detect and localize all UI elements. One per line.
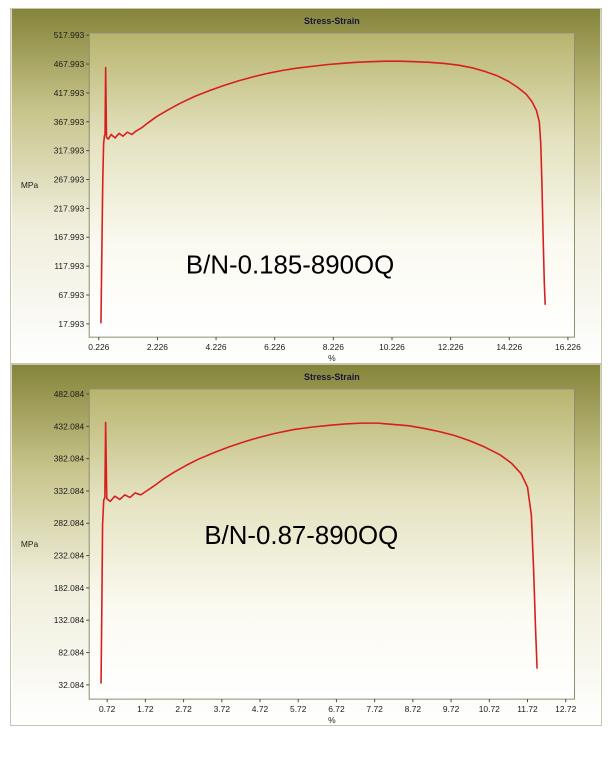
y-tick-label: 417.993	[54, 88, 85, 98]
y-tick-label: 17.993	[58, 319, 84, 329]
chart-canvas-bottom: Stress-Strain 482.084 432.084 382.084 332.08…	[11, 365, 601, 725]
x-tick-label: 12.72	[555, 704, 576, 714]
y-tick-label: 232.084	[54, 551, 85, 561]
y-tick-label: 382.084	[54, 454, 85, 464]
stress-strain-curve	[100, 60, 546, 324]
plot-area	[88, 388, 576, 700]
x-tick-label: 7.72	[366, 704, 383, 714]
y-tick-label: 367.993	[54, 117, 85, 127]
x-tick-label: 9.72	[443, 704, 460, 714]
x-tick-label: 10.72	[479, 704, 500, 714]
y-tick-label: 217.993	[54, 203, 85, 213]
x-tick-label: 2.226	[147, 342, 168, 352]
x-tick-label: 3.72	[214, 704, 231, 714]
x-tick-label: 11.72	[517, 704, 538, 714]
y-tick-label: 67.993	[58, 290, 84, 300]
x-tick-label: 4.72	[252, 704, 269, 714]
y-tick-label: 167.993	[54, 232, 85, 242]
x-tick-label: 12.226	[438, 342, 464, 352]
annotation-label: B/N-0.87-890OQ	[204, 522, 398, 550]
x-tick-label: 10.226	[379, 342, 405, 352]
chart-title: Stress-Strain	[304, 372, 360, 382]
x-tick-label: 0.226	[88, 342, 109, 352]
stress-strain-curve	[100, 421, 538, 684]
y-tick-label: 432.084	[54, 421, 85, 431]
stress-strain-chart-top: Stress-Strain 517.993 467.993 417.993 367.99…	[10, 8, 602, 364]
x-tick-label: 5.72	[290, 704, 307, 714]
y-tick-label: 332.084	[54, 486, 85, 496]
y-tick-label: 317.993	[54, 146, 85, 156]
x-tick-label: 8.226	[323, 342, 344, 352]
chart-title: Stress-Strain	[304, 16, 360, 26]
x-tick-label: 4.226	[206, 342, 227, 352]
y-tick-label: 517.993	[54, 30, 85, 40]
stress-strain-chart-bottom: Stress-Strain 482.084 432.084 382.084 332.08…	[10, 364, 602, 726]
plot-area	[88, 32, 575, 338]
x-axis-label: %	[328, 715, 336, 725]
x-tick-label: 6.72	[328, 704, 345, 714]
y-tick-label: 32.084	[58, 680, 84, 690]
x-axis-label: %	[328, 353, 336, 363]
x-tick-label: 8.72	[405, 704, 422, 714]
chart-canvas-top: Stress-Strain 517.993 467.993 417.993 367.99…	[11, 9, 601, 363]
y-tick-label: 482.084	[54, 389, 85, 399]
annotation-label: B/N-0.185-890OQ	[186, 252, 394, 280]
y-tick-label: 267.993	[54, 175, 85, 185]
y-tick-label: 82.084	[58, 648, 84, 658]
x-tick-label: 1.72	[137, 704, 154, 714]
x-tick-label: 6.226	[264, 342, 285, 352]
y-tick-label: 282.084	[54, 518, 85, 528]
y-axis-label: MPa	[21, 180, 39, 190]
y-tick-label: 132.084	[54, 615, 85, 625]
y-tick-label: 467.993	[54, 59, 85, 69]
x-tick-label: 2.72	[175, 704, 192, 714]
x-tick-label: 14.226	[496, 342, 522, 352]
x-tick-label: 16.226	[555, 342, 581, 352]
y-tick-label: 182.084	[54, 583, 85, 593]
y-axis-label: MPa	[21, 539, 39, 549]
y-tick-label: 117.993	[54, 261, 84, 271]
x-tick-label: 0.72	[99, 704, 116, 714]
